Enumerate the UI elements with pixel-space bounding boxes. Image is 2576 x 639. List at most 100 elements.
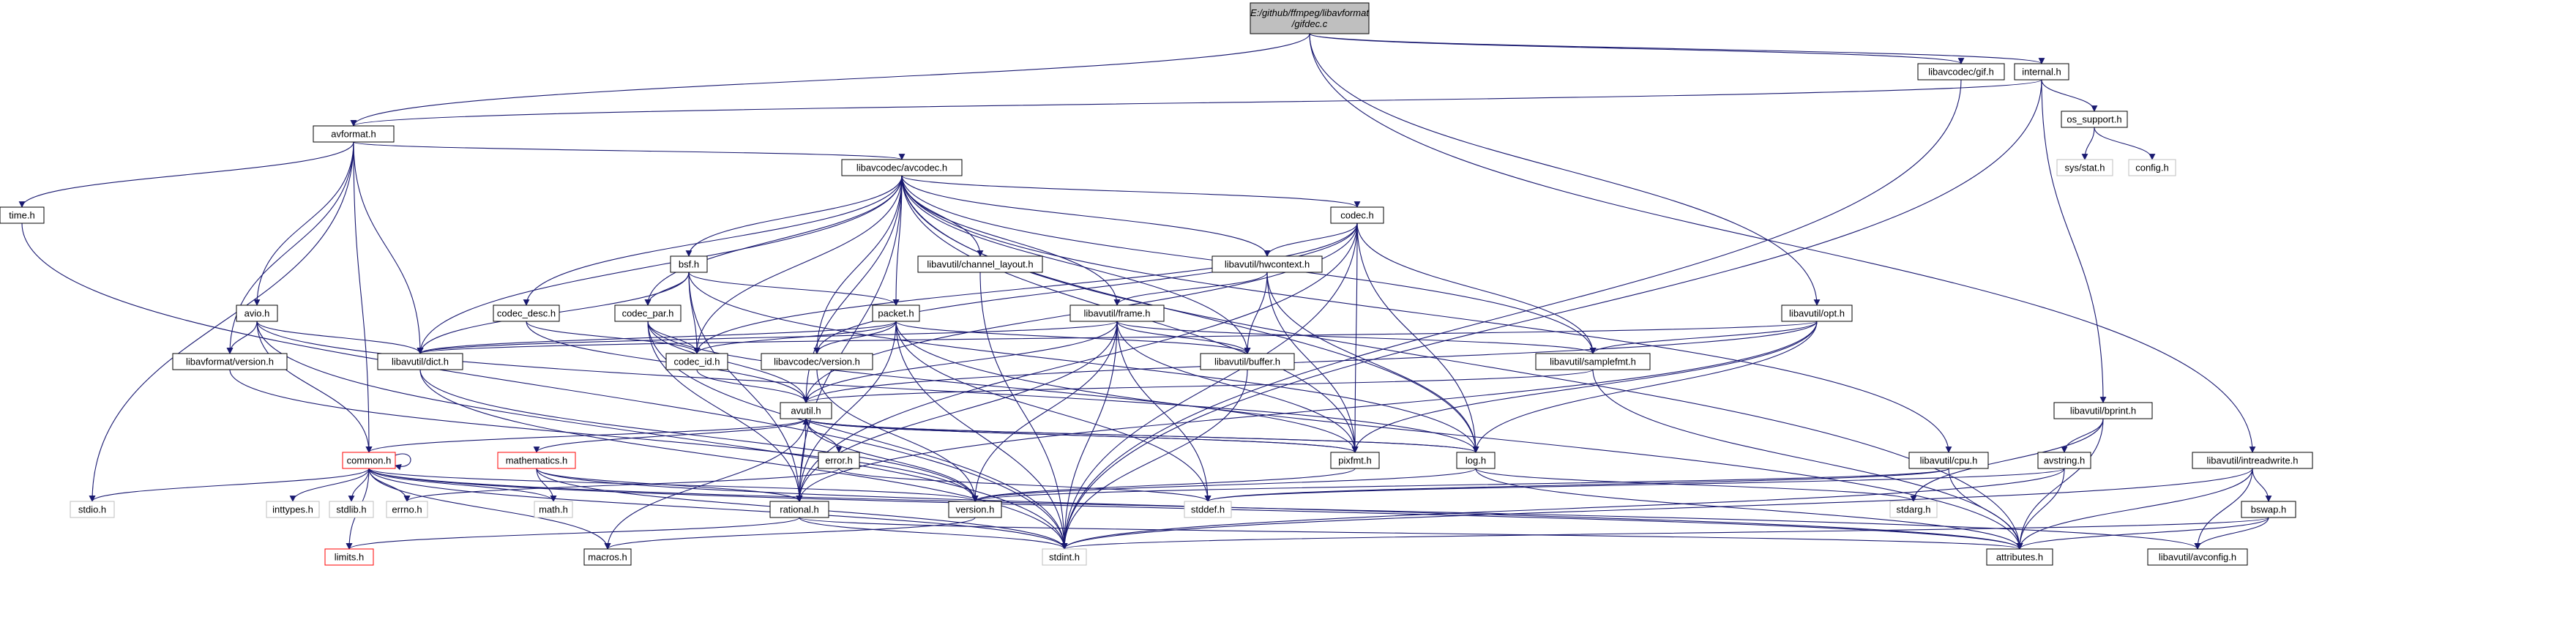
node-limits[interactable]: limits.h: [324, 548, 374, 566]
node-bprint[interactable]: libavutil/bprint.h: [2053, 402, 2153, 419]
node-box: [172, 353, 288, 370]
node-avio[interactable]: avio.h: [236, 304, 278, 322]
node-samplefmt[interactable]: libavutil/samplefmt.h: [1535, 353, 1651, 370]
node-version[interactable]: version.h: [948, 501, 1002, 518]
edge-avstring-to-attributes: [2016, 468, 2065, 550]
node-label: libavutil/dict.h: [392, 356, 449, 367]
node-mathematics[interactable]: mathematics.h: [497, 452, 576, 469]
node-pixfmt[interactable]: pixfmt.h: [1330, 452, 1380, 469]
node-common[interactable]: common.h: [342, 452, 396, 469]
node-chlayout[interactable]: libavutil/channel_layout.h: [917, 255, 1043, 273]
node-lfversion[interactable]: libavformat/version.h: [172, 353, 288, 370]
node-avformat[interactable]: avformat.h: [313, 125, 395, 143]
edge-bprint-to-avstring: [2061, 418, 2104, 453]
edge-gifh-to-stdint: [1061, 79, 1962, 550]
node-inttypes[interactable]: inttypes.h: [266, 501, 320, 518]
node-stdint[interactable]: stdint.h: [1042, 548, 1087, 566]
node-codec_desc[interactable]: codec_desc.h: [493, 304, 560, 322]
node-label: errno.h: [392, 504, 422, 515]
edge-hwcontext-to-frame: [1113, 272, 1268, 306]
node-time[interactable]: time.h: [0, 206, 45, 224]
node-label: libavutil/cpu.h: [1920, 455, 1978, 466]
edge-common-to-math: [368, 468, 557, 502]
node-packet[interactable]: packet.h: [872, 304, 920, 322]
node-internal[interactable]: internal.h: [2014, 63, 2069, 81]
node-gifh[interactable]: libavcodec/gif.h: [1917, 63, 2005, 81]
edge-opt-to-log: [1472, 321, 1818, 453]
edge-pixfmt-to-avutil: [802, 418, 1356, 453]
node-cpu[interactable]: libavutil/cpu.h: [1908, 452, 1989, 469]
edge-common-to-common: [395, 453, 411, 471]
node-errno[interactable]: errno.h: [386, 501, 428, 518]
node-label: libavutil/hwcontext.h: [1225, 259, 1310, 270]
edge-hwcontext-to-log: [1266, 272, 1479, 453]
node-box: [872, 304, 920, 322]
node-box: [1184, 501, 1232, 518]
edge-opt-to-samplefmt: [1589, 321, 1818, 354]
edge-packet-to-rational: [796, 321, 897, 502]
node-buffer[interactable]: libavutil/buffer.h: [1200, 353, 1295, 370]
node-stdarg[interactable]: stdarg.h: [1889, 501, 1938, 518]
node-label: rational.h: [780, 504, 818, 515]
edge-bsf-to-packet: [688, 272, 900, 306]
node-label: E:/github/ffmpeg/libavformat: [1250, 7, 1370, 18]
node-os_support[interactable]: os_support.h: [2061, 111, 2128, 128]
edge-rational-to-limits: [346, 517, 800, 550]
node-sysstat[interactable]: sys/stat.h: [2056, 159, 2113, 176]
edge-avcodec-to-codec_par: [644, 175, 903, 306]
node-avconfig[interactable]: libavutil/avconfig.h: [2147, 548, 2248, 566]
node-config[interactable]: config.h: [2128, 159, 2176, 176]
node-codec[interactable]: codec.h: [1330, 206, 1384, 224]
edge-gifdec-to-intreadwrite: [1309, 33, 2256, 453]
node-opt[interactable]: libavutil/opt.h: [1781, 304, 1853, 322]
edge-gifdec-to-avformat: [350, 33, 1310, 127]
node-stddef[interactable]: stddef.h: [1184, 501, 1232, 518]
edge-avio-to-dict: [256, 321, 424, 354]
edge-internal-to-bprint: [2041, 79, 2107, 403]
node-box: [377, 353, 463, 370]
edge-rational-to-stdint: [799, 517, 1068, 550]
node-intreadwrite[interactable]: libavutil/intreadwrite.h: [2192, 452, 2313, 469]
edge-avcodec-to-dict: [417, 175, 903, 354]
node-box: [670, 255, 708, 273]
node-box: [1535, 353, 1651, 370]
edge-packet-to-attributes: [895, 321, 2023, 550]
edge-avstring-to-stdint: [1061, 468, 2065, 550]
edge-internal-to-stdint: [1061, 79, 2042, 550]
edge-intreadwrite-to-stdint: [1061, 468, 2253, 550]
node-bsf[interactable]: bsf.h: [670, 255, 708, 273]
node-avutil[interactable]: avutil.h: [780, 402, 832, 419]
node-log[interactable]: log.h: [1456, 452, 1496, 469]
node-frame[interactable]: libavutil/frame.h: [1069, 304, 1165, 322]
node-error[interactable]: error.h: [818, 452, 860, 469]
edge-opt-to-dict: [417, 321, 1818, 354]
node-box: [1889, 501, 1938, 518]
node-box: [2061, 111, 2128, 128]
node-math[interactable]: math.h: [534, 501, 573, 518]
node-rational[interactable]: rational.h: [769, 501, 829, 518]
edge-internal-to-avformat: [351, 79, 2042, 127]
node-stdlib[interactable]: stdlib.h: [329, 501, 374, 518]
node-box: [1250, 2, 1370, 34]
node-label: avutil.h: [791, 406, 821, 416]
edge-time-to-stdint: [21, 223, 1068, 550]
node-bswap[interactable]: bswap.h: [2241, 501, 2296, 518]
node-label: time.h: [9, 210, 34, 221]
node-dict[interactable]: libavutil/dict.h: [377, 353, 463, 370]
node-codec_par[interactable]: codec_par.h: [614, 304, 682, 322]
edge-avformat-to-time: [18, 141, 354, 208]
node-box: [2192, 452, 2313, 469]
edge-samplefmt-to-avutil: [802, 369, 1594, 403]
node-attributes[interactable]: attributes.h: [1986, 548, 2053, 566]
node-codec_id[interactable]: codec_id.h: [665, 353, 728, 370]
node-stdio[interactable]: stdio.h: [70, 501, 115, 518]
edge-error-to-errno: [403, 468, 840, 502]
node-label: limits.h: [335, 552, 364, 563]
node-avstring[interactable]: avstring.h: [2037, 452, 2091, 469]
node-hwcontext[interactable]: libavutil/hwcontext.h: [1212, 255, 1323, 273]
edge-frame-to-samplefmt: [1116, 321, 1597, 354]
node-macros[interactable]: macros.h: [583, 548, 632, 566]
node-gifdec[interactable]: E:/github/ffmpeg/libavformat/gifdec.c: [1250, 2, 1370, 34]
node-lcversion[interactable]: libavcodec/version.h: [761, 353, 873, 370]
node-avcodec[interactable]: libavcodec/avcodec.h: [841, 159, 963, 176]
